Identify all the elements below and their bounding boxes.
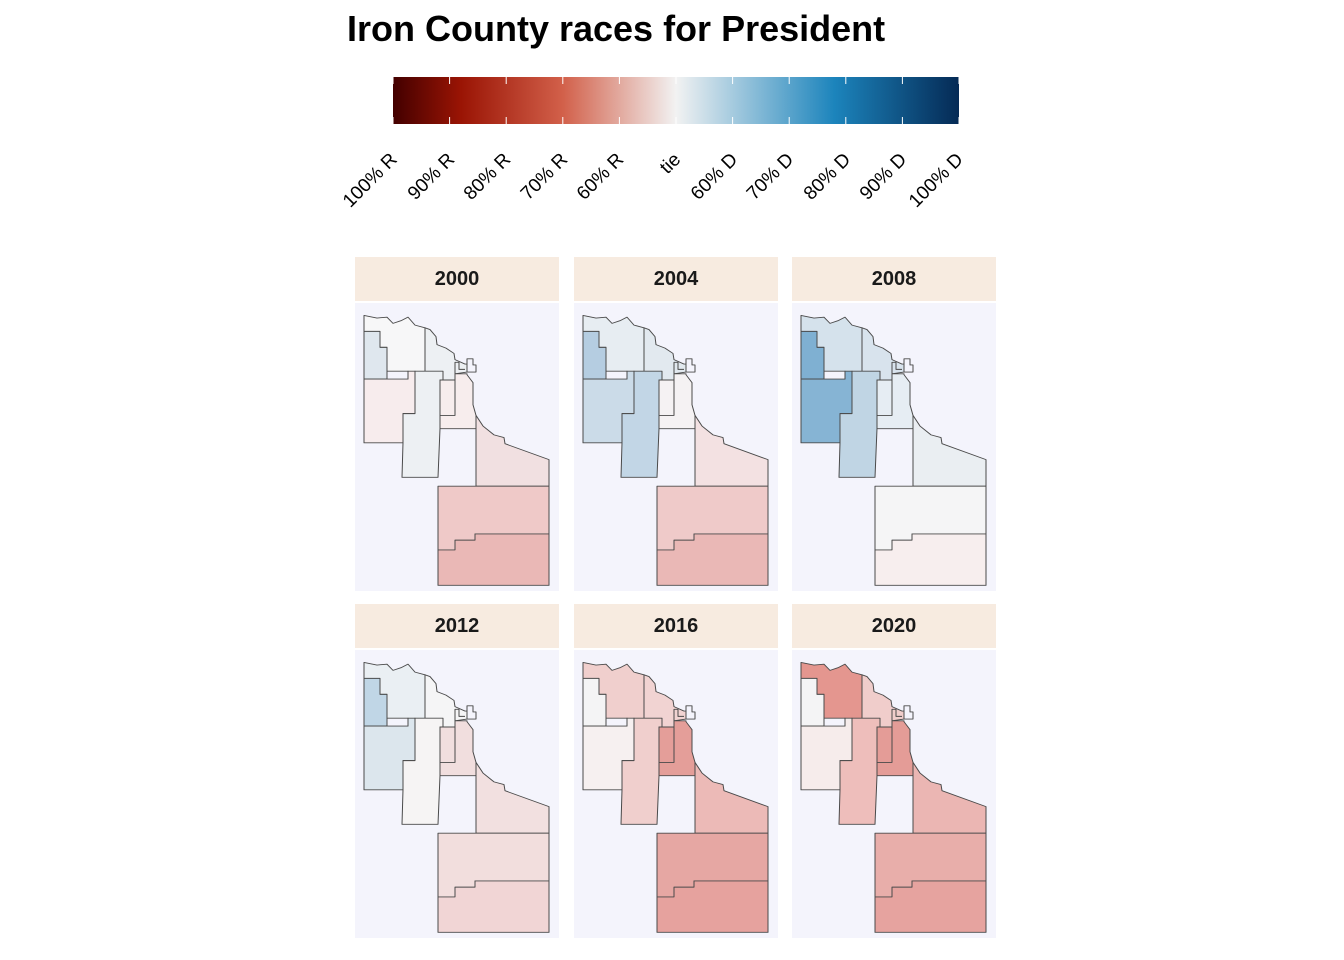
- boundary-line: [440, 726, 456, 763]
- boundary-line: [891, 708, 902, 721]
- map-panel: 2004: [574, 257, 778, 591]
- legend-label: 70% R: [516, 149, 572, 205]
- municipality-region-g: [912, 414, 987, 487]
- boundary-line: [673, 708, 684, 721]
- county-map: [363, 314, 550, 586]
- municipality-region-i: [656, 533, 769, 586]
- legend-label: 60% R: [573, 149, 629, 205]
- map-panel: 2000: [355, 257, 559, 591]
- map-panel: 2020: [792, 604, 996, 938]
- panel-year-label: 2008: [792, 257, 996, 301]
- boundary-line: [877, 379, 893, 416]
- boundary-line: [903, 705, 914, 720]
- legend-colorbar: [393, 77, 959, 124]
- legend-label: 70% D: [743, 149, 799, 205]
- map-panel: 2012: [355, 604, 559, 938]
- chart-title: Iron County races for President: [347, 8, 886, 49]
- boundary-line: [440, 379, 456, 416]
- boundary-line: [454, 361, 465, 374]
- map-panel: 2016: [574, 604, 778, 938]
- legend-ticks: [392, 77, 960, 124]
- municipality-region-g: [912, 761, 987, 834]
- panel-year-label: 2012: [355, 604, 559, 648]
- municipality-region-f: [439, 720, 477, 777]
- boundary-line: [673, 361, 684, 374]
- boundary-line: [903, 358, 914, 373]
- boundary-line: [466, 358, 477, 373]
- municipality-region-g: [475, 414, 550, 487]
- panel-map-area: [574, 650, 778, 938]
- county-map: [800, 314, 987, 586]
- county-map: [582, 661, 769, 933]
- legend-label: 60% D: [686, 149, 742, 205]
- municipality-region-i: [437, 880, 550, 933]
- municipality-region-i: [437, 533, 550, 586]
- panel-year-label: 2004: [574, 257, 778, 301]
- municipality-region-e: [401, 370, 444, 478]
- panel-map-area: [792, 303, 996, 591]
- map-panel: 2008: [792, 257, 996, 591]
- boundary-line: [685, 358, 696, 373]
- panel-map-area: [574, 303, 778, 591]
- municipality-region-f: [658, 720, 696, 777]
- municipality-region-e: [838, 370, 881, 478]
- boundary-line: [659, 379, 675, 416]
- boundary-line: [466, 705, 477, 720]
- panel-map-area: [355, 650, 559, 938]
- municipality-region-i: [874, 880, 987, 933]
- boundary-line: [877, 726, 893, 763]
- panel-map-area: [355, 303, 559, 591]
- county-map: [800, 661, 987, 933]
- legend-label: tie: [656, 149, 686, 179]
- municipality-region-e: [401, 717, 444, 825]
- boundary-line: [454, 708, 465, 721]
- legend-label: 90% R: [403, 149, 459, 205]
- boundary-line: [685, 705, 696, 720]
- boundary-line: [891, 361, 902, 374]
- municipality-region-e: [620, 370, 663, 478]
- municipality-region-i: [656, 880, 769, 933]
- municipality-region-f: [658, 373, 696, 430]
- municipality-region-i: [874, 533, 987, 586]
- legend-label: 80% R: [460, 149, 516, 205]
- boundary-line: [659, 726, 675, 763]
- municipality-region-e: [620, 717, 663, 825]
- municipality-region-e: [838, 717, 881, 825]
- legend-label: 80% D: [799, 149, 855, 205]
- panel-year-label: 2016: [574, 604, 778, 648]
- county-map: [363, 661, 550, 933]
- legend-label: 100% R: [339, 149, 403, 212]
- municipality-region-g: [694, 414, 769, 487]
- legend-label: 100% D: [905, 149, 969, 212]
- panel-year-label: 2020: [792, 604, 996, 648]
- municipality-region-g: [694, 761, 769, 834]
- municipality-region-f: [439, 373, 477, 430]
- municipality-region-g: [475, 761, 550, 834]
- municipality-region-f: [876, 373, 914, 430]
- panel-map-area: [792, 650, 996, 938]
- panel-year-label: 2000: [355, 257, 559, 301]
- municipality-region-f: [876, 720, 914, 777]
- county-map: [582, 314, 769, 586]
